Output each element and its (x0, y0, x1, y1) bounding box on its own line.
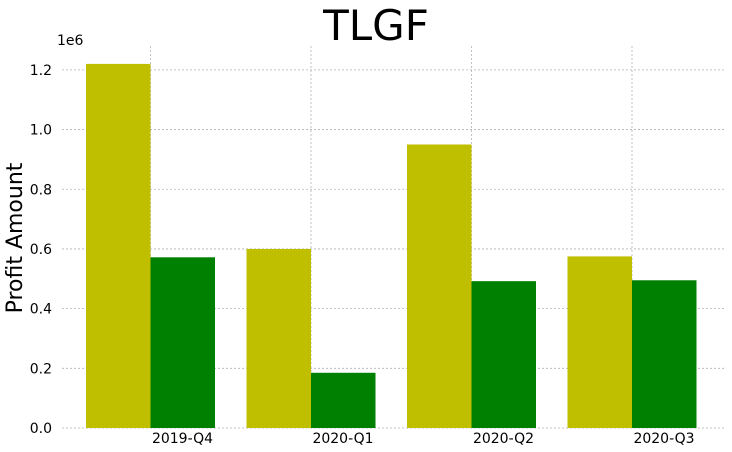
bar-series2-2019-Q4 (150, 257, 215, 428)
x-tick-label: 2020-Q3 (633, 431, 694, 447)
x-axis-ticks: 2019-Q4 2020-Q1 2020-Q2 2020-Q3 (152, 431, 695, 447)
y-tick-label: 0.0 (30, 421, 52, 437)
bars (86, 63, 697, 428)
y-tick-label: 0.4 (30, 302, 52, 318)
bar-series1-2020-Q2 (407, 144, 472, 428)
y-offset-label: 1e6 (57, 33, 84, 49)
chart-title: TLGF (322, 1, 429, 50)
x-tick-label: 2020-Q2 (473, 431, 534, 447)
x-tick-label: 2019-Q4 (152, 431, 213, 447)
x-tick-label: 2020-Q1 (312, 431, 373, 447)
y-axis-label: Profit Amount (3, 162, 28, 313)
y-tick-label: 1.0 (30, 123, 52, 139)
bar-series2-2020-Q2 (471, 281, 536, 428)
y-tick-label: 1.2 (30, 63, 52, 79)
y-axis-ticks: 0.0 0.2 0.4 0.6 0.8 1.0 1.2 (30, 63, 52, 437)
y-tick-label: 0.8 (30, 182, 52, 198)
bar-series1-2019-Q4 (86, 63, 151, 428)
bar-series1-2020-Q1 (246, 248, 311, 428)
bar-series1-2020-Q3 (567, 256, 632, 428)
y-tick-label: 0.6 (30, 242, 52, 258)
y-tick-label: 0.2 (30, 361, 52, 377)
bar-series2-2020-Q3 (632, 280, 697, 428)
bar-series2-2020-Q1 (311, 372, 376, 428)
